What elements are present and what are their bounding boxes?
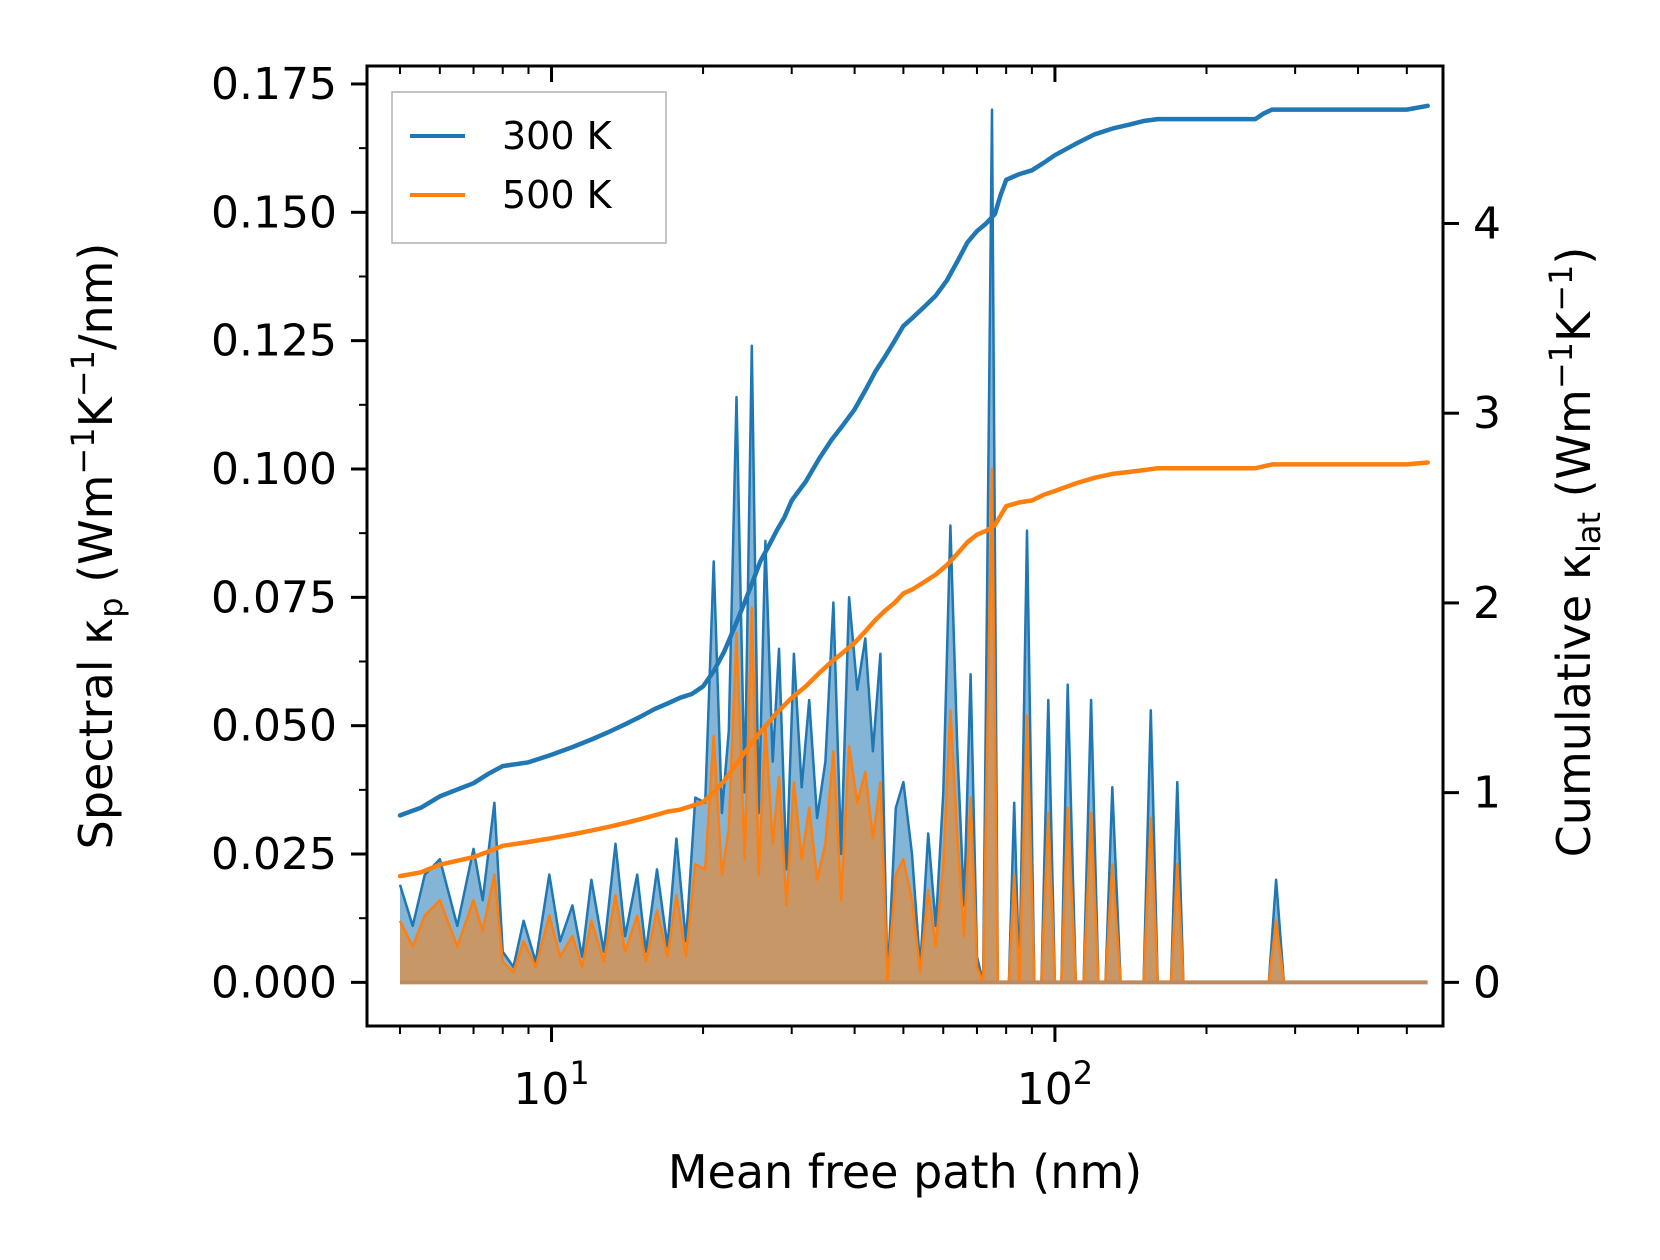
y-left-tick-label: 0.175 (211, 59, 337, 110)
spectral-fills (398, 108, 1428, 985)
y-left-tick-label: 0.150 (211, 187, 337, 238)
y-left-tick-label: 0.100 (211, 444, 337, 495)
y-right-tick-label: 1 (1473, 768, 1501, 819)
y-right-tick-label: 3 (1473, 388, 1501, 439)
plot-frame (365, 64, 1445, 1028)
spectral-line-500k (398, 467, 1416, 984)
legend: 300 K 500 K (391, 91, 667, 244)
y-right-tick-label: 2 (1473, 578, 1501, 629)
y-axis-right-title: Cumulative κlat (Wm−1K−1) (1542, 247, 1608, 858)
y-left-tick-label: 0.000 (211, 957, 337, 1008)
legend-label-300k: 300 K (502, 114, 613, 158)
axis-ticks: 0.000 0.025 0.050 0.075 0.100 0.125 0.150 0.175… (211, 59, 1501, 1115)
cumulative-line-500k (397, 460, 1430, 879)
y-left-tick-label: 0.075 (211, 572, 337, 623)
y-left-tick-label: 0.025 (211, 829, 337, 880)
y-left-tick-label: 0.050 (211, 701, 337, 752)
y-axis-left-title: Spectral κp (Wm−1K−1/nm) (64, 243, 130, 850)
x-axis-title: Mean free path (nm) (668, 1145, 1142, 1199)
legend-label-500k: 500 K (502, 173, 613, 217)
series-lines (397, 103, 1430, 879)
y-left-tick-label: 0.125 (211, 316, 337, 367)
x-tick-label: 102 (1017, 1054, 1093, 1115)
spectral-line-300k (398, 108, 1416, 984)
legend-box (391, 91, 667, 244)
x-tick-label: 101 (513, 1054, 589, 1115)
cumulative-line-300k (397, 103, 1430, 818)
y-right-tick-label: 0 (1473, 957, 1501, 1008)
y-right-tick-label: 4 (1473, 198, 1501, 249)
